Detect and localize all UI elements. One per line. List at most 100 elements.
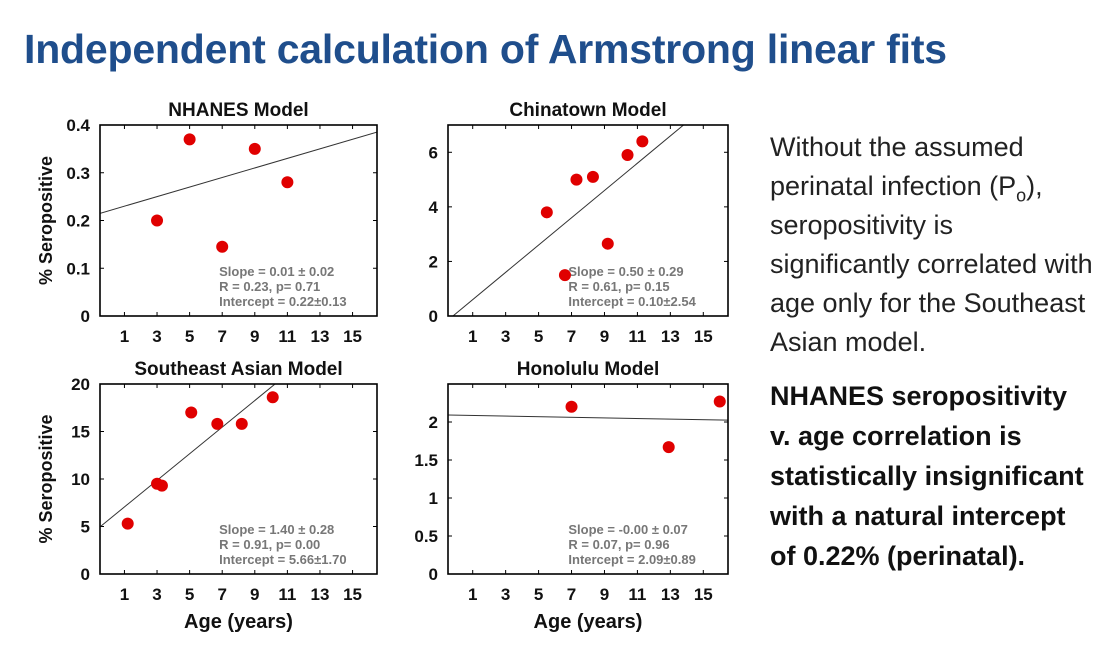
x-tick-label: 5 [534, 585, 543, 604]
x-tick-label: 7 [567, 327, 576, 346]
y-tick-label: 15 [71, 423, 90, 442]
data-point [183, 133, 196, 146]
x-tick-label: 1 [468, 327, 477, 346]
x-tick-label: 3 [152, 327, 161, 346]
data-point [266, 391, 279, 404]
y-tick-label: 2 [429, 413, 438, 432]
chart-title: Chinatown Model [509, 100, 666, 121]
x-tick-label: 3 [501, 585, 510, 604]
stats-annotation: Slope = -0.00 ± 0.07 [568, 522, 688, 537]
right-paragraph-post: ), seropositivity is significantly corre… [770, 171, 1093, 357]
y-tick-label: 10 [71, 470, 90, 489]
stats-annotation: Slope = 0.50 ± 0.29 [568, 264, 683, 279]
slide-title: Independent calculation of Armstrong lin… [24, 26, 947, 72]
y-tick-label: 6 [429, 143, 438, 162]
data-point [248, 142, 261, 155]
data-point [636, 135, 649, 148]
y-tick-label: 0.2 [66, 212, 90, 231]
x-tick-label: 9 [600, 585, 609, 604]
y-tick-label: 0.4 [66, 116, 90, 135]
x-tick-label: 3 [152, 585, 161, 604]
data-point [235, 417, 248, 430]
y-tick-label: 0.1 [66, 259, 90, 278]
x-tick-label: 15 [343, 585, 362, 604]
data-point [211, 417, 224, 430]
y-tick-label: 0 [429, 565, 438, 584]
x-tick-label: 5 [534, 327, 543, 346]
stats-annotation: R = 0.61, p= 0.15 [568, 279, 669, 294]
x-tick-label: 11 [278, 327, 296, 346]
y-tick-label: 0.3 [66, 164, 90, 183]
x-tick-label: 1 [120, 327, 129, 346]
x-tick-label: 13 [311, 327, 330, 346]
right-paragraph-subscript: o [1016, 185, 1027, 206]
y-tick-label: 0 [81, 307, 90, 326]
x-axis-label: Age (years) [184, 611, 293, 633]
x-axis-label: Age (years) [534, 611, 643, 633]
y-tick-label: 5 [81, 518, 90, 537]
fit-line [100, 384, 276, 528]
y-tick-label: 0 [81, 565, 90, 584]
data-point [713, 395, 726, 408]
x-tick-label: 1 [468, 585, 477, 604]
y-tick-label: 0.5 [414, 527, 438, 546]
y-tick-label: 4 [429, 198, 439, 217]
data-point [121, 517, 134, 530]
x-tick-label: 11 [628, 585, 646, 604]
right-text-block: Without the assumed perinatal infection … [770, 128, 1095, 576]
data-point [151, 214, 164, 227]
data-point [216, 240, 229, 253]
x-tick-label: 1 [120, 585, 129, 604]
fit-line [100, 131, 377, 214]
x-tick-label: 9 [600, 327, 609, 346]
data-point [565, 400, 578, 413]
stats-annotation: Intercept = 0.22±0.13 [219, 294, 346, 309]
stats-annotation: Intercept = 5.66±1.70 [219, 552, 346, 567]
x-tick-label: 5 [185, 327, 194, 346]
axes-frame [447, 383, 729, 575]
fit-line [452, 125, 685, 316]
x-tick-label: 13 [311, 585, 330, 604]
y-axis-label: % Seropositive [36, 414, 56, 543]
x-tick-label: 7 [217, 585, 226, 604]
right-bold-conclusion: NHANES seropositivity v. age correlation… [770, 381, 1084, 571]
x-tick-label: 9 [250, 585, 259, 604]
chart-title: Honolulu Model [517, 359, 659, 380]
data-point [570, 173, 583, 186]
chart-title: Southeast Asian Model [134, 359, 342, 380]
right-paragraph-pre: Without the assumed perinatal infection … [770, 132, 1024, 201]
y-tick-label: 20 [71, 375, 90, 394]
data-point [662, 441, 675, 454]
y-tick-label: 1 [429, 489, 438, 508]
x-tick-label: 13 [661, 327, 680, 346]
x-tick-label: 7 [567, 585, 576, 604]
stats-annotation: Slope = 0.01 ± 0.02 [219, 264, 334, 279]
x-tick-label: 9 [250, 327, 259, 346]
stats-annotation: R = 0.23, p= 0.71 [219, 279, 320, 294]
data-point [155, 479, 168, 492]
chart-title: NHANES Model [168, 100, 308, 121]
data-point [586, 170, 599, 183]
fit-line [448, 414, 728, 421]
x-tick-label: 11 [628, 327, 646, 346]
stats-annotation: Intercept = 0.10±2.54 [568, 294, 696, 309]
stats-annotation: Slope = 1.40 ± 0.28 [219, 522, 334, 537]
x-tick-label: 3 [501, 327, 510, 346]
y-tick-label: 0 [429, 307, 438, 326]
x-tick-label: 13 [661, 585, 680, 604]
data-point [185, 406, 198, 419]
data-point [558, 269, 571, 282]
data-point [601, 237, 614, 250]
axes-frame [99, 383, 378, 575]
y-axis-label: % Seropositive [36, 156, 56, 285]
x-tick-label: 11 [278, 585, 296, 604]
data-point [281, 176, 294, 189]
data-point [540, 206, 553, 219]
axes-frame [447, 124, 729, 317]
x-tick-label: 15 [343, 327, 362, 346]
x-tick-label: 15 [694, 327, 713, 346]
axes-frame [99, 124, 378, 317]
data-point [621, 149, 634, 162]
x-tick-label: 5 [185, 585, 194, 604]
